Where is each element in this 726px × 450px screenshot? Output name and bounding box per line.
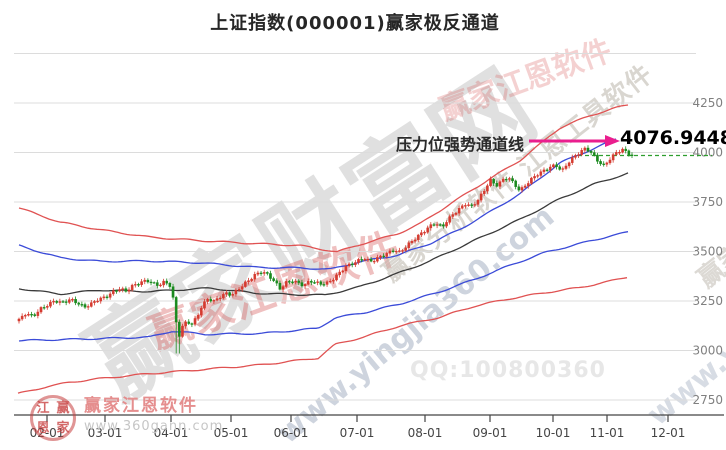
seal-char: 家 — [56, 420, 70, 436]
x-tick-label: 05-01 — [214, 426, 249, 440]
seal-char: 恩 — [36, 420, 50, 436]
channel-lines — [17, 104, 629, 394]
x-tick-label: 07-01 — [340, 426, 375, 440]
pressure-line-label: 压力位强势通道线 — [395, 135, 524, 154]
strong-channel-line — [18, 138, 617, 270]
qq-contact: QQ:100800360 — [410, 358, 606, 383]
x-tick-label: 10-01 — [536, 426, 571, 440]
logo-brand-text: 赢家江恩软件 — [84, 396, 198, 416]
y-tick-label: 3750 — [692, 195, 723, 209]
x-tick-label: 04-01 — [154, 426, 189, 440]
x-tick-label: 06-01 — [274, 426, 309, 440]
y-tick-label: 3000 — [692, 344, 723, 358]
y-tick-label: 2750 — [692, 393, 723, 407]
x-tick-label: 11-01 — [590, 426, 625, 440]
seal-char: 赢 — [56, 400, 70, 416]
seal-logo: 江 赢 恩 家 — [30, 395, 76, 441]
weak-channel-line — [18, 231, 629, 342]
y-tick-label: 3250 — [692, 294, 723, 308]
x-tick-label: 03-01 — [88, 426, 123, 440]
gridlines — [14, 53, 696, 401]
extreme-strong-line — [18, 104, 629, 253]
life-line — [18, 172, 629, 296]
annotation-arrow — [529, 135, 620, 147]
y-tick-label: 4250 — [692, 96, 723, 110]
chart-title: 上证指数(000001)赢家极反通道 — [210, 13, 500, 34]
x-tick-label: 12-01 — [651, 426, 686, 440]
candlesticks — [17, 145, 634, 354]
pressure-line-value: 4076.9448 — [620, 127, 726, 149]
x-tick-label: 09-01 — [473, 426, 508, 440]
x-tick-label: 08-01 — [408, 426, 443, 440]
y-tick-label: 3500 — [692, 245, 723, 259]
extreme-weak-line — [17, 277, 628, 394]
logo-site-text: www.360gann.com — [84, 419, 224, 434]
seal-char: 江 — [36, 400, 50, 416]
